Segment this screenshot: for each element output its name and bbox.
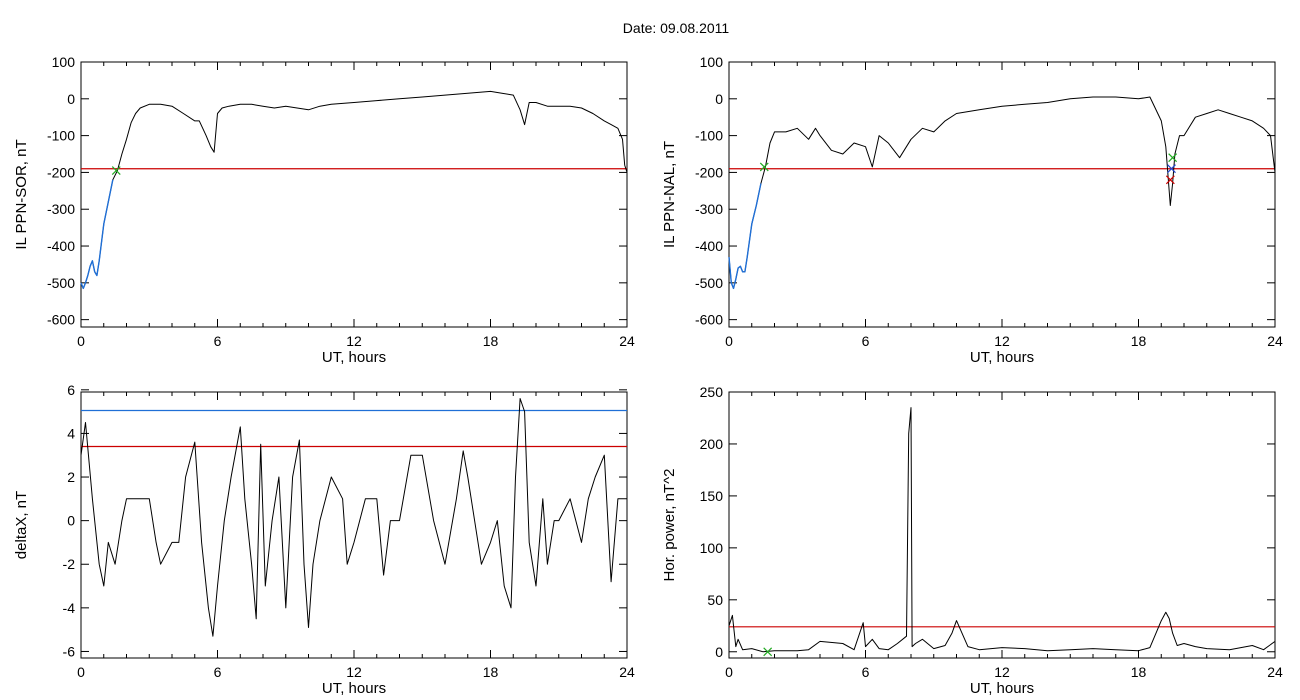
y-tick-label: -2 xyxy=(63,556,76,572)
x-tick-label: 0 xyxy=(725,664,733,680)
y-tick-label: -200 xyxy=(47,164,75,180)
plot-frame xyxy=(728,61,1276,328)
x-tick-label: 24 xyxy=(619,333,635,349)
y-tick-label: -200 xyxy=(695,164,723,180)
x-tick-label: 6 xyxy=(862,664,870,680)
marker-green-arm xyxy=(1168,153,1178,163)
x-tick-label: 12 xyxy=(346,664,362,680)
y-tick-label: 0 xyxy=(715,91,723,107)
x-tick-label: 0 xyxy=(725,333,733,349)
y-tick-label: -4 xyxy=(63,600,76,616)
y-tick-label: -300 xyxy=(695,201,723,217)
marker-green-arm xyxy=(763,647,773,657)
x-tick-label: 18 xyxy=(483,664,499,680)
y-tick-label: 0 xyxy=(67,513,75,529)
y-tick-label: 100 xyxy=(700,54,724,70)
figure-title: Date: 09.08.2011 xyxy=(623,20,730,36)
y-tick-label: 2 xyxy=(67,469,75,485)
x-tick-label: 12 xyxy=(994,664,1010,680)
y-tick-label: 0 xyxy=(67,91,75,107)
x-tick-label: 24 xyxy=(1267,664,1283,680)
series-line-highlight xyxy=(80,179,114,290)
x-tick-label: 12 xyxy=(994,333,1010,349)
x-tick-label: 6 xyxy=(214,664,222,680)
marker-blue-arm xyxy=(1167,164,1176,174)
y-tick-label: -300 xyxy=(47,201,75,217)
x-tick-label: 6 xyxy=(862,333,870,349)
x-tick-label: 18 xyxy=(483,333,499,349)
y-tick-label: -100 xyxy=(47,128,75,144)
y-tick-label: 150 xyxy=(700,488,724,504)
y-tick-label: 6 xyxy=(67,382,75,398)
plot-frame xyxy=(728,391,1276,659)
y-axis-label: IL PPN-NAL, nT xyxy=(661,141,678,248)
y-tick-label: -600 xyxy=(47,312,75,328)
panel-bottom-right: 0 6 12 18 24 250 200 150 100 50 0 UT, hours Hor. pow… xyxy=(661,384,1283,697)
series-line-highlight xyxy=(728,183,762,290)
marker-green-arm xyxy=(111,166,121,176)
x-axis-label: UT, hours xyxy=(970,349,1034,366)
y-tick-label: 50 xyxy=(707,592,723,608)
y-tick-label: 100 xyxy=(52,54,76,70)
series-line xyxy=(728,96,1276,289)
series-line xyxy=(728,407,1276,653)
x-axis-label: UT, hours xyxy=(322,349,386,366)
x-axis-label: UT, hours xyxy=(322,680,386,697)
panel-top-left: 0 6 12 18 24 100 0 -100 -200 -300 -400 -500 -600 UT, … xyxy=(13,54,635,366)
plot-frame xyxy=(80,61,628,328)
y-tick-label: 200 xyxy=(700,436,724,452)
y-axis-label: deltaX, nT xyxy=(13,491,30,559)
x-axis-label: UT, hours xyxy=(970,680,1034,697)
y-tick-label: -6 xyxy=(63,643,76,659)
y-tick-label: 4 xyxy=(67,425,75,441)
x-tick-label: 6 xyxy=(214,333,222,349)
y-tick-label: -400 xyxy=(695,238,723,254)
x-tick-label: 0 xyxy=(77,333,85,349)
x-tick-label: 0 xyxy=(77,664,85,680)
y-tick-label: 0 xyxy=(715,644,723,660)
x-tick-label: 18 xyxy=(1131,664,1147,680)
y-tick-label: -400 xyxy=(47,238,75,254)
y-axis-label: IL PPN-SOR, nT xyxy=(13,139,30,249)
series-line xyxy=(80,90,628,289)
x-tick-label: 24 xyxy=(619,664,635,680)
marker-green-arm xyxy=(759,162,769,172)
y-tick-label: -500 xyxy=(695,275,723,291)
x-tick-label: 12 xyxy=(346,333,362,349)
y-axis-label: Hor. power, nT^2 xyxy=(661,469,678,582)
series-line xyxy=(80,398,627,637)
x-tick-label: 18 xyxy=(1131,333,1147,349)
y-tick-label: 100 xyxy=(700,540,724,556)
y-tick-label: 250 xyxy=(700,384,724,400)
y-tick-label: -600 xyxy=(695,312,723,328)
panel-bottom-left: 0 6 12 18 24 6 4 2 0 -2 -4 -6 UT, hours deltaX, nT xyxy=(13,382,635,697)
y-tick-label: -100 xyxy=(695,128,723,144)
y-tick-label: -500 xyxy=(47,275,75,291)
panel-top-right: 0 6 12 18 24 100 0 -100 -200 -300 -400 -500 -600 UT, … xyxy=(661,54,1283,366)
x-tick-label: 24 xyxy=(1267,333,1283,349)
marker-red-arm xyxy=(1165,175,1175,185)
